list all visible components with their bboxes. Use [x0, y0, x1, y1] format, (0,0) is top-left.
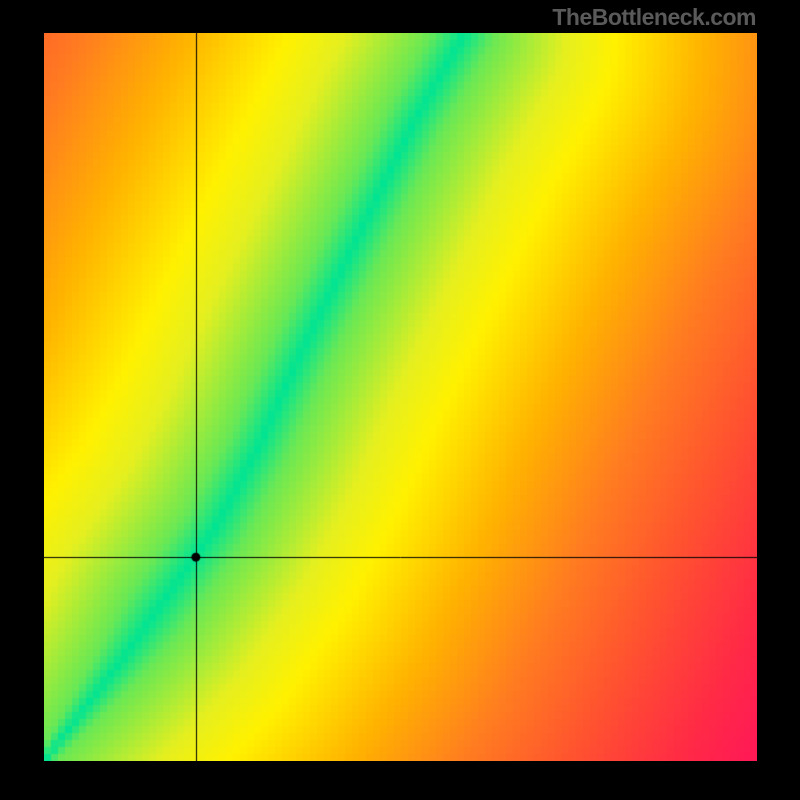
- heatmap-plot: [44, 33, 757, 761]
- heatmap-canvas: [44, 33, 757, 761]
- watermark-text: TheBottleneck.com: [552, 4, 756, 31]
